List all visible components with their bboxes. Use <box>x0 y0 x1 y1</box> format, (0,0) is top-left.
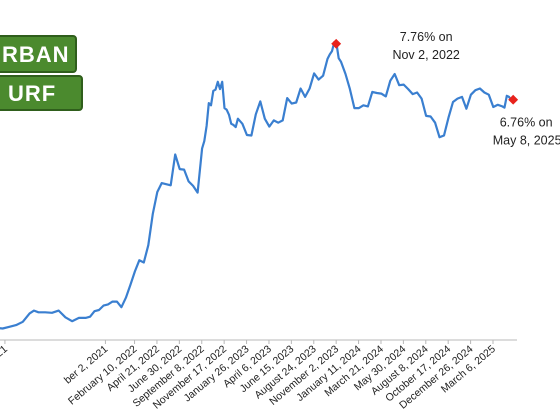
peak-annotation-line1: 7.76% on <box>400 30 453 44</box>
annotation-labels: 7.76% on Nov 2, 2022 6.76% on May 8, 202… <box>392 30 560 148</box>
urban-turf-logo: RBAN URF <box>0 35 83 111</box>
x-tick-marks <box>4 340 494 344</box>
peak-annotation-line2: Nov 2, 2022 <box>392 48 459 62</box>
latest-annotation-line2: May 8, 2025 <box>493 134 560 148</box>
series-layer <box>0 41 515 330</box>
logo-text-line1: RBAN <box>2 42 70 67</box>
series-line-rate <box>0 41 515 330</box>
logo-text-line2: URF <box>8 81 56 106</box>
x-tick-label: 2021 <box>0 343 10 367</box>
logo-sign-top <box>0 35 77 73</box>
latest-annotation-line1: 6.76% on <box>500 116 553 130</box>
logo-sign-bottom <box>0 75 83 111</box>
